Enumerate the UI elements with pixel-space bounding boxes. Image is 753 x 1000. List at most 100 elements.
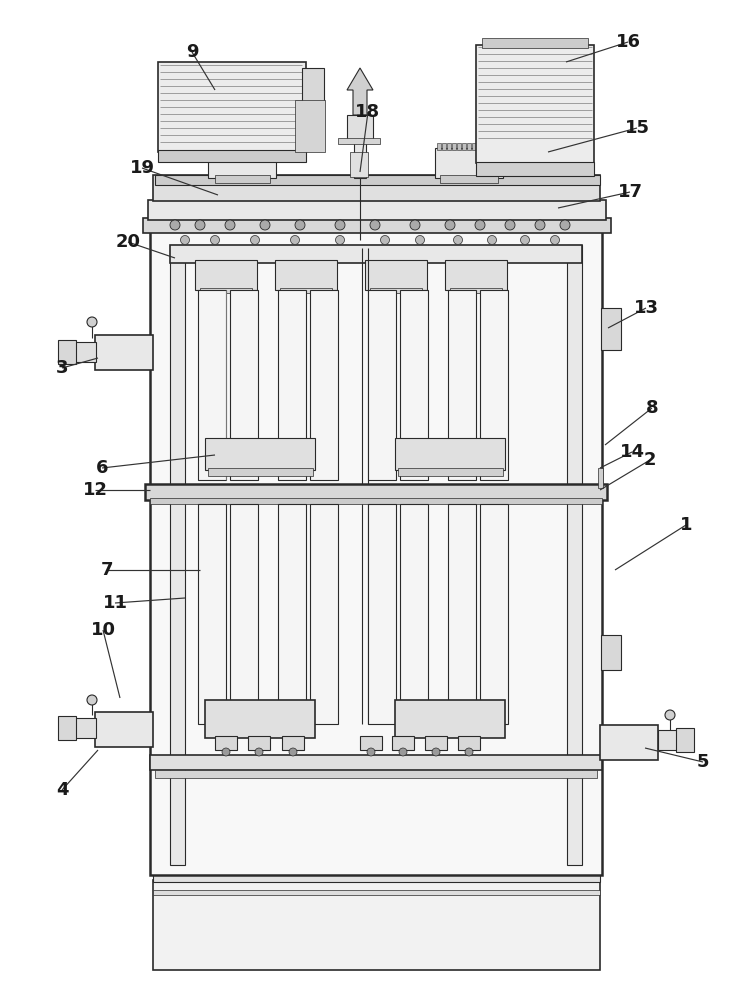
Text: 1: 1 xyxy=(680,516,692,534)
Circle shape xyxy=(222,748,230,756)
Bar xyxy=(148,200,606,220)
Circle shape xyxy=(445,220,455,230)
Circle shape xyxy=(380,235,389,244)
Bar xyxy=(225,143,229,150)
Bar xyxy=(400,290,428,480)
Bar xyxy=(208,468,313,476)
Bar xyxy=(445,260,507,290)
Bar xyxy=(282,736,304,750)
Bar xyxy=(248,736,270,750)
Bar xyxy=(368,290,396,480)
Bar xyxy=(598,468,603,488)
Bar xyxy=(476,162,594,176)
Text: 19: 19 xyxy=(130,159,154,177)
Bar xyxy=(368,504,396,724)
Text: 6: 6 xyxy=(96,459,108,477)
Bar xyxy=(230,143,234,150)
Bar xyxy=(215,175,270,183)
Bar xyxy=(482,143,486,150)
Bar xyxy=(338,138,380,144)
Text: 2: 2 xyxy=(644,451,657,469)
Bar xyxy=(676,728,694,752)
Circle shape xyxy=(399,748,407,756)
Text: 3: 3 xyxy=(56,359,69,377)
Bar xyxy=(477,143,481,150)
Bar xyxy=(95,335,153,370)
Text: 4: 4 xyxy=(56,781,69,799)
Circle shape xyxy=(87,317,97,327)
Bar xyxy=(280,288,332,293)
Polygon shape xyxy=(347,68,373,115)
Bar xyxy=(170,245,582,263)
Bar xyxy=(153,870,600,882)
Bar xyxy=(155,175,600,185)
Text: 10: 10 xyxy=(90,621,115,639)
Bar xyxy=(447,143,451,150)
Bar xyxy=(425,736,447,750)
Bar xyxy=(230,504,258,724)
Bar xyxy=(601,635,621,670)
Bar xyxy=(448,290,476,480)
Bar xyxy=(365,260,427,290)
Circle shape xyxy=(336,235,345,244)
Bar xyxy=(482,38,588,48)
Bar xyxy=(143,218,611,233)
Bar xyxy=(153,890,600,895)
Bar xyxy=(467,143,471,150)
Bar xyxy=(255,143,259,150)
Circle shape xyxy=(665,710,675,720)
Bar xyxy=(145,484,607,500)
Circle shape xyxy=(295,220,305,230)
Circle shape xyxy=(225,220,235,230)
Bar xyxy=(200,288,252,293)
Bar xyxy=(457,143,461,150)
Bar xyxy=(198,290,226,480)
Bar xyxy=(250,143,254,150)
Bar xyxy=(472,143,476,150)
Bar xyxy=(150,498,602,504)
Circle shape xyxy=(410,220,420,230)
Text: 16: 16 xyxy=(615,33,641,51)
Circle shape xyxy=(520,235,529,244)
Circle shape xyxy=(487,235,496,244)
Bar xyxy=(60,342,96,362)
Text: 18: 18 xyxy=(355,103,380,121)
Bar xyxy=(458,736,480,750)
Bar xyxy=(275,260,337,290)
Bar xyxy=(398,468,503,476)
Circle shape xyxy=(535,220,545,230)
Bar xyxy=(245,143,249,150)
Bar xyxy=(215,736,237,750)
Circle shape xyxy=(432,748,440,756)
Bar xyxy=(295,100,325,152)
Bar xyxy=(205,438,315,470)
Bar xyxy=(600,725,658,760)
Bar xyxy=(210,143,214,150)
Bar xyxy=(60,718,96,738)
Bar xyxy=(278,290,306,480)
Bar xyxy=(215,143,219,150)
Circle shape xyxy=(560,220,570,230)
Bar xyxy=(240,143,244,150)
Bar xyxy=(153,175,600,201)
Bar xyxy=(350,152,368,177)
Bar xyxy=(58,340,76,364)
Circle shape xyxy=(181,235,190,244)
Circle shape xyxy=(291,235,300,244)
Bar xyxy=(278,504,306,724)
Bar xyxy=(450,288,502,293)
Text: 17: 17 xyxy=(617,183,642,201)
Bar xyxy=(360,736,382,750)
Bar xyxy=(452,143,456,150)
Text: 15: 15 xyxy=(624,119,650,137)
Bar xyxy=(480,504,508,724)
Circle shape xyxy=(289,748,297,756)
Bar xyxy=(435,148,503,178)
Bar xyxy=(220,143,224,150)
Bar xyxy=(567,245,582,865)
Circle shape xyxy=(550,235,559,244)
Bar xyxy=(150,755,602,770)
Bar xyxy=(150,230,602,875)
Bar xyxy=(198,504,226,724)
Bar xyxy=(392,736,414,750)
